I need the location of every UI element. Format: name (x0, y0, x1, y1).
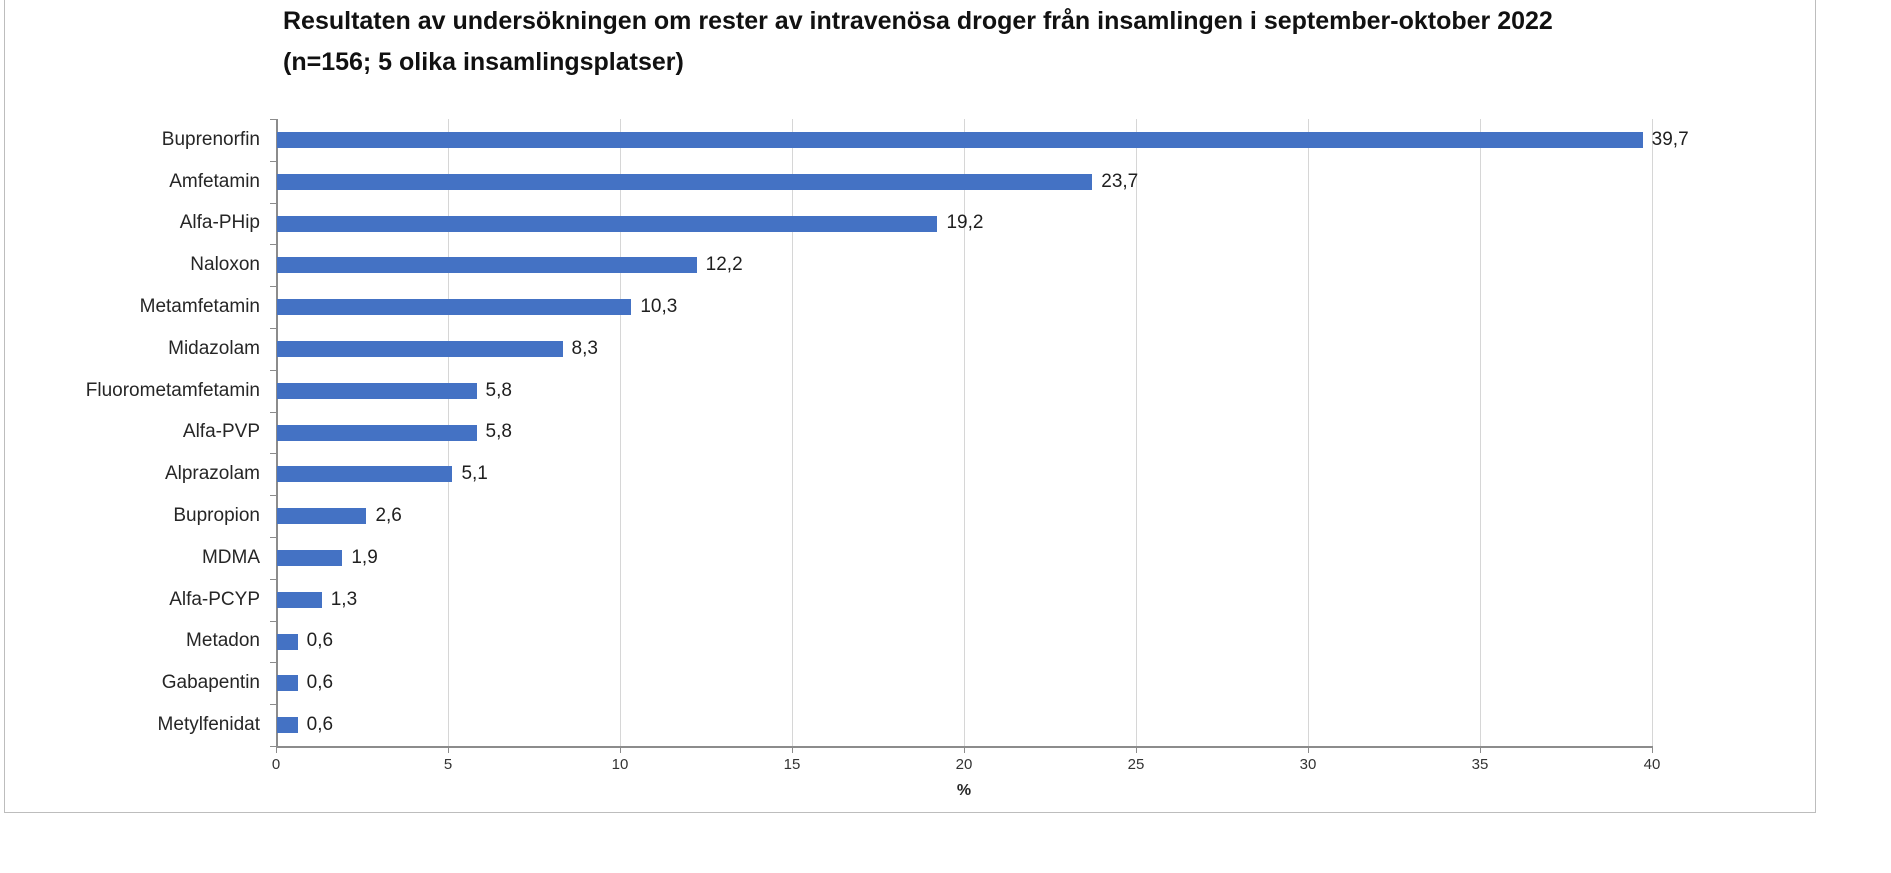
bar-value-label: 39,7 (1651, 128, 1689, 150)
y-tick-mark (270, 453, 276, 455)
category-label: Alfa-PHip (179, 212, 260, 234)
x-tick-mark (276, 746, 277, 753)
category-label: Metylfenidat (157, 714, 260, 736)
bar (277, 549, 343, 566)
x-tick-mark (1136, 746, 1137, 753)
category-label: Alfa-PVP (182, 421, 260, 443)
bar-value-label: 8,3 (571, 337, 598, 359)
bar (277, 131, 1643, 148)
bar-value-label: 1,9 (351, 546, 378, 568)
bar (277, 257, 697, 274)
y-tick-mark (270, 411, 276, 413)
category-label: Alfa-PCYP (169, 588, 260, 610)
gridline (1136, 119, 1137, 746)
x-tick-label: 5 (443, 756, 453, 773)
y-axis-line (276, 119, 278, 746)
x-tick-mark (1308, 746, 1309, 753)
bar-value-label: 5,1 (461, 463, 488, 485)
bar (277, 633, 298, 650)
category-label: Midazolam (168, 337, 260, 359)
category-label: Amfetamin (169, 170, 260, 192)
y-tick-mark (270, 537, 276, 538)
y-tick-mark (270, 495, 276, 497)
category-label: Metadon (186, 630, 260, 652)
bar (277, 424, 477, 441)
bar-value-label: 5,8 (485, 379, 512, 401)
bar-value-label: 1,3 (330, 588, 358, 610)
y-tick-mark (270, 369, 276, 371)
y-tick-mark (270, 286, 276, 288)
y-tick-mark (270, 119, 276, 120)
chart-title: Resultaten av undersökningen om rester a… (283, 1, 1703, 83)
gridline (1308, 119, 1309, 746)
bar (277, 173, 1093, 190)
bar (277, 299, 632, 316)
x-tick-mark (1480, 746, 1481, 753)
x-tick-mark (1652, 746, 1653, 753)
x-tick-mark (448, 746, 449, 753)
bar-value-label: 12,2 (705, 254, 743, 276)
x-tick-label: 20 (955, 756, 973, 773)
category-label: MDMA (201, 546, 260, 568)
bar-value-label: 0,6 (306, 630, 334, 652)
bar (277, 508, 367, 525)
bar (277, 340, 563, 357)
x-tick-label: 40 (1643, 756, 1661, 773)
category-label: Metamfetamin (139, 296, 260, 318)
category-label: Buprenorfin (161, 128, 260, 150)
x-tick-label: 10 (611, 756, 629, 773)
bar (277, 675, 298, 692)
gridline (1652, 119, 1653, 746)
gridline (620, 119, 621, 746)
x-tick-label: 25 (1127, 756, 1145, 773)
x-tick-mark (792, 746, 793, 753)
bar-value-label: 0,6 (306, 672, 334, 694)
y-tick-mark (270, 746, 276, 747)
x-axis-title: % (956, 782, 972, 799)
y-tick-mark (270, 578, 276, 580)
bar (277, 382, 477, 399)
x-tick-label: 15 (783, 756, 801, 773)
category-label: Gabapentin (161, 672, 260, 694)
y-tick-mark (270, 244, 276, 246)
bar (277, 466, 453, 483)
gridline (964, 119, 965, 746)
gridline (1480, 119, 1481, 746)
chart-title-line1: Resultaten av undersökningen om rester a… (283, 7, 1553, 35)
bar (277, 215, 938, 232)
bar-value-label: 10,3 (640, 296, 678, 318)
gridline (792, 119, 793, 746)
category-label: Naloxon (190, 254, 260, 276)
x-tick-mark (620, 746, 621, 753)
x-tick-label: 30 (1299, 756, 1317, 773)
bar-value-label: 23,7 (1101, 170, 1139, 192)
bar (277, 591, 322, 608)
bar (277, 717, 298, 734)
x-axis-line (276, 746, 1652, 748)
bar-value-label: 5,8 (485, 421, 512, 443)
bar-value-label: 19,2 (946, 212, 984, 234)
x-tick-mark (964, 746, 965, 753)
bar-value-label: 0,6 (306, 714, 334, 736)
y-tick-mark (270, 620, 276, 622)
y-tick-mark (270, 160, 276, 162)
x-tick-label: 35 (1471, 756, 1489, 773)
category-label: Bupropion (173, 505, 260, 527)
x-tick-label: 0 (271, 756, 281, 773)
category-label: Fluorometamfetamin (85, 379, 260, 401)
y-tick-mark (270, 328, 276, 329)
bar-value-label: 2,6 (375, 505, 402, 527)
chart-title-line2: (n=156; 5 olika insamlingsplatser) (283, 48, 684, 76)
category-label: Alprazolam (164, 463, 260, 485)
y-tick-mark (270, 662, 276, 664)
y-tick-mark (270, 704, 276, 706)
y-tick-mark (270, 202, 276, 204)
